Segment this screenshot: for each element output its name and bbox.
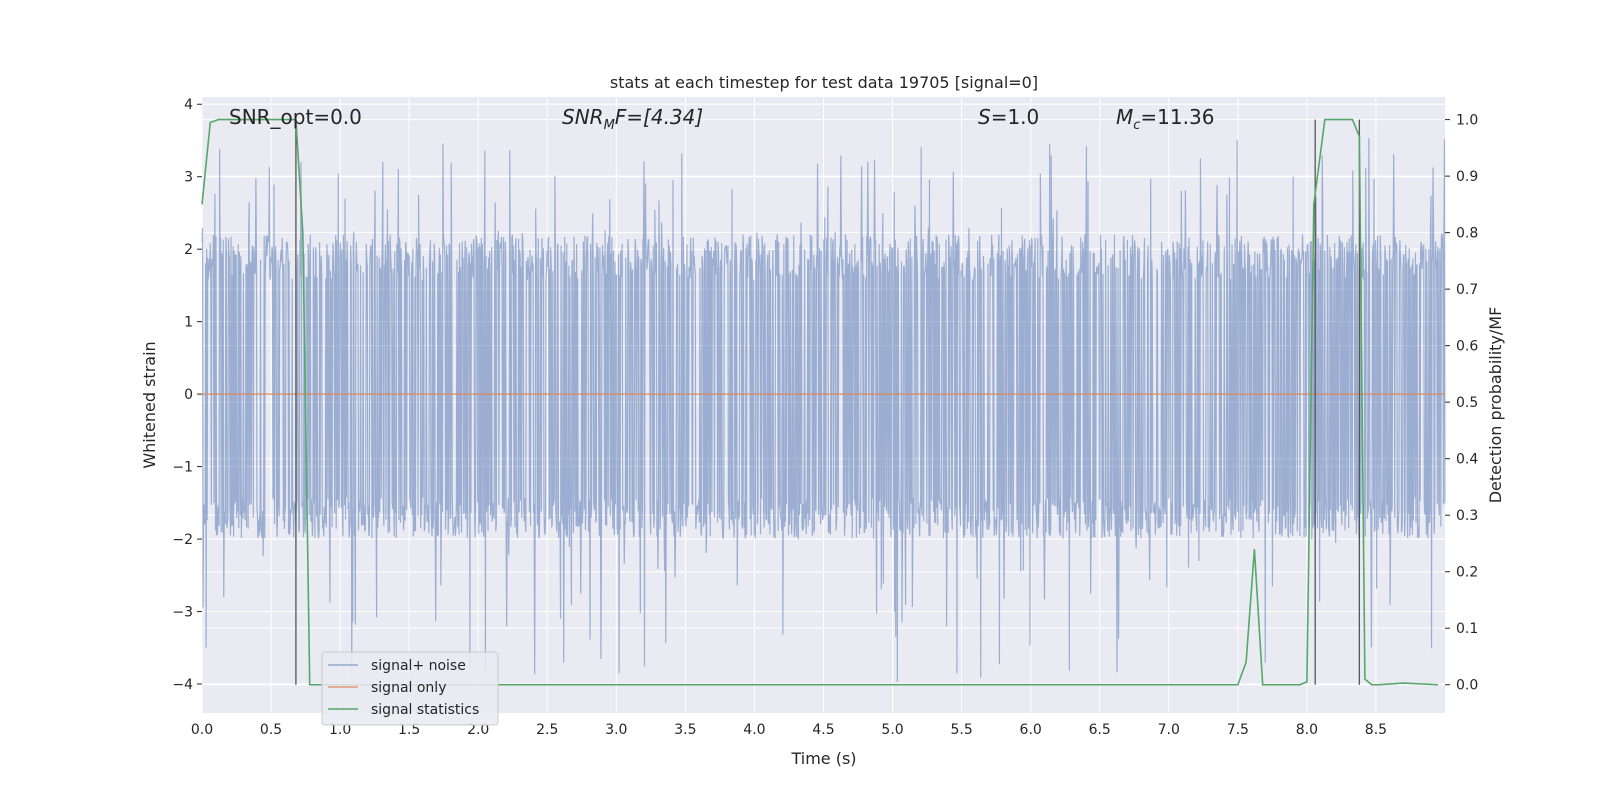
legend-label-signal-only: signal only [371, 680, 446, 696]
y2-tick-label: 0.4 [1456, 452, 1478, 468]
y2-tick-label: 0.7 [1456, 282, 1478, 298]
x-tick-label: 1.5 [398, 722, 420, 738]
annotation-s-rest: =1.0 [991, 105, 1040, 129]
x-tick-label: 0.5 [260, 722, 282, 738]
legend-label-signal-noise: signal+ noise [371, 658, 466, 674]
annotation-mc-sub: c [1133, 118, 1140, 133]
annotation-s-main: S [978, 105, 991, 129]
annotation-mc-main: M [1116, 105, 1133, 129]
y-tick-label: −1 [172, 460, 193, 476]
y2-tick-label: 0.2 [1456, 565, 1478, 581]
y-tick-label: −3 [172, 605, 193, 621]
legend-box [321, 651, 499, 726]
x-tick-label: 0.0 [191, 722, 213, 738]
x-tick-label: 7.5 [1227, 722, 1249, 738]
y2-tick-label: 0.8 [1456, 226, 1478, 242]
chart-title: stats at each timestep for test data 197… [610, 73, 1038, 92]
x-tick-label: 3.5 [674, 722, 696, 738]
y2-tick-label: 1.0 [1456, 113, 1478, 129]
y-tick-label: 0 [184, 387, 193, 403]
signal-noise-line [201, 138, 1446, 682]
y2-tick-label: 0.3 [1456, 508, 1478, 524]
x-tick-label: 2.5 [536, 722, 558, 738]
x-tick-label: 7.0 [1158, 722, 1180, 738]
series-signal-statistics [201, 118, 1439, 686]
x-axis-ticks: 0.0 0.5 1.0 1.5 2.0 2.5 3.0 3.5 4.0 4.5 5.0 5.5 6.0 6… [191, 722, 1387, 738]
y-axis-label: Whitened strain [140, 341, 159, 468]
annotation-mc-rest: =11.36 [1140, 105, 1214, 129]
x-tick-label: 1.0 [329, 722, 351, 738]
annotation-mc: Mc=11.36 [1116, 105, 1214, 133]
y-tick-label: 1 [184, 315, 193, 331]
annotation-snr-mf-sub: M [604, 118, 615, 133]
y2-axis-ticks: 1.0 0.9 0.8 0.7 0.6 0.5 0.4 0.3 0.2 0.1 0.0 [1445, 113, 1478, 694]
y-tick-label: 2 [184, 242, 193, 258]
x-tick-label: 8.5 [1365, 722, 1387, 738]
annotation-s: S=1.0 [978, 105, 1039, 129]
annotation-snr-mf: SNRMF=[4.34] [562, 105, 703, 133]
signal-statistics-line [201, 118, 1439, 686]
annotation-snr-mf-main: SNR [562, 105, 604, 129]
y2-tick-label: 0.1 [1456, 621, 1478, 637]
y2-tick-label: 0.0 [1456, 678, 1478, 694]
y-axis-ticks: 4 3 2 1 0 −1 −2 −3 −4 [172, 97, 202, 693]
legend: signal+ noise signal only signal statist… [321, 651, 499, 726]
annotation-snr-mf-rest: F=[4.34] [615, 105, 703, 129]
x-tick-label: 6.5 [1089, 722, 1111, 738]
x-tick-label: 5.5 [950, 722, 972, 738]
y-tick-label: −2 [172, 532, 193, 548]
x-tick-label: 4.0 [743, 722, 765, 738]
y2-axis-label: Detection probability/MF [1486, 307, 1505, 504]
y-tick-label: 3 [184, 170, 193, 186]
x-axis-label: Time (s) [790, 749, 856, 768]
y2-tick-label: 0.6 [1456, 339, 1478, 355]
legend-label-signal-statistics: signal statistics [371, 702, 479, 718]
x-tick-label: 6.0 [1020, 722, 1042, 738]
series-signal-noise [201, 138, 1446, 682]
x-tick-label: 2.0 [467, 722, 489, 738]
x-tick-label: 3.0 [605, 722, 627, 738]
x-tick-label: 5.0 [881, 722, 903, 738]
annotation-snr-opt: SNR_opt=0.0 [229, 105, 362, 129]
y2-tick-label: 0.5 [1456, 395, 1478, 411]
y-tick-label: 4 [184, 97, 193, 113]
x-tick-label: 4.5 [812, 722, 834, 738]
x-tick-label: 8.0 [1296, 722, 1318, 738]
y-tick-label: −4 [172, 677, 193, 693]
y2-tick-label: 0.9 [1456, 169, 1478, 185]
